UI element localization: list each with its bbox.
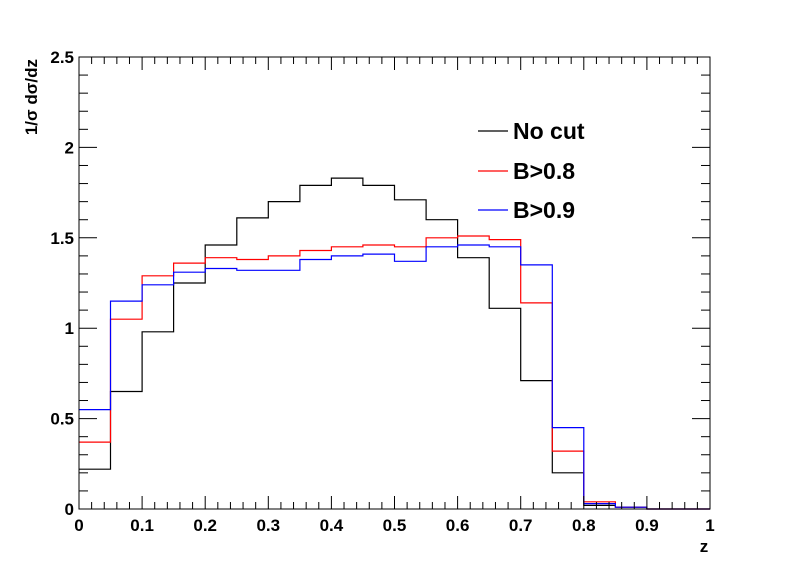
y-axis-label: 1/σ dσ/dz xyxy=(22,59,41,135)
legend-label-2: B>0.8 xyxy=(513,158,575,184)
x-tick-label: 0.6 xyxy=(446,516,470,535)
y-tick-label: 2.5 xyxy=(50,48,74,67)
legend-label-3: B>0.9 xyxy=(513,197,575,223)
x-axis-label: z xyxy=(700,537,709,556)
x-tick-label: 0.5 xyxy=(383,516,407,535)
x-tick-label: 0 xyxy=(74,516,83,535)
x-tick-label: 0.2 xyxy=(193,516,217,535)
legend: No cut B>0.8 B>0.9 xyxy=(478,118,585,223)
ticks-layer xyxy=(78,56,711,510)
y-tick-label: 1.5 xyxy=(50,229,74,248)
x-tick-label: 0.7 xyxy=(509,516,533,535)
y-tick-label: 1 xyxy=(65,319,74,338)
x-tick-label: 0.1 xyxy=(130,516,154,535)
y-tick-label: 0 xyxy=(65,500,74,519)
y-tick-label: 2 xyxy=(65,138,74,157)
y-tick-label: 0.5 xyxy=(50,410,74,429)
x-tick-label: 0.3 xyxy=(256,516,280,535)
series-line-3 xyxy=(79,244,710,510)
tick-labels-layer: 0 0.1 0.2 0.3 0.4 0.5 0.6 0.7 0.8 0.9 1 0 0.5 1 1.5 2 2.… xyxy=(50,48,714,535)
series-layer xyxy=(79,177,710,510)
x-tick-label: 0.9 xyxy=(635,516,659,535)
x-tick-label: 1 xyxy=(705,516,714,535)
x-tick-label: 0.8 xyxy=(572,516,596,535)
legend-label-1: No cut xyxy=(513,118,585,144)
x-tick-label: 0.4 xyxy=(320,516,344,535)
